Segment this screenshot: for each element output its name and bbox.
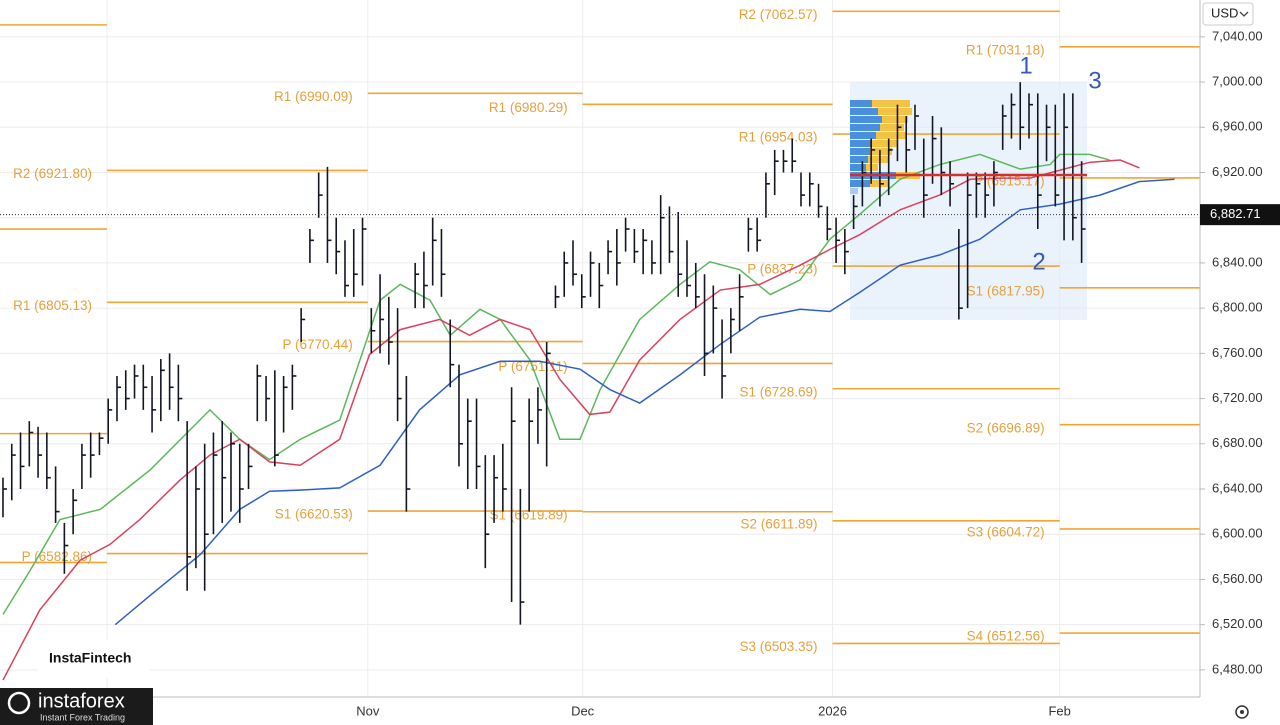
- settings-icon-dot: [1240, 710, 1244, 714]
- brand-name: instaforex: [38, 690, 125, 712]
- pivot-label: S4 (6512.56): [967, 629, 1045, 644]
- annotation: 2: [1032, 248, 1045, 275]
- currency-label: USD: [1211, 5, 1238, 20]
- watermark: InstaFintech: [49, 650, 131, 666]
- plot-area: R2 (6921.80) R1 (6805.13) P (6582.86) R1 (6…: [0, 7, 1200, 681]
- pivot-label: R1 (6954.03): [739, 130, 818, 145]
- y-tick-label: 6,640.00: [1212, 480, 1263, 495]
- pivot-label: S2 (6696.89): [967, 420, 1045, 435]
- pivot-label: P (6915.17): [974, 174, 1044, 189]
- pivot-label: R1 (6980.29): [489, 100, 568, 115]
- x-tick-label: 2026: [818, 703, 847, 718]
- pivot-label: R1 (7031.18): [966, 42, 1045, 57]
- price-bars: [2, 82, 1086, 625]
- y-axis-panel: [1200, 0, 1280, 725]
- y-axis: 6,480.00 6,520.00 6,560.00 6,600.00 6,640.00…: [1200, 28, 1263, 676]
- current-price-box: [1200, 204, 1280, 226]
- settings-icon[interactable]: [1235, 705, 1249, 719]
- x-axis: Nov Dec 2026 Feb: [356, 703, 1071, 718]
- y-tick-label: 6,560.00: [1212, 571, 1263, 586]
- pivot-label: S1 (6619.89): [490, 507, 568, 522]
- annotation: 3: [1088, 67, 1101, 94]
- pivot-label: R2 (6921.80): [13, 166, 92, 181]
- annotation: 1: [1019, 52, 1032, 79]
- pivot-label: S3 (6503.35): [740, 639, 818, 654]
- pivot-label: R1 (6805.13): [13, 298, 92, 313]
- y-tick-label: 7,000.00: [1212, 74, 1263, 89]
- y-tick-label: 7,040.00: [1212, 28, 1263, 43]
- x-tick-label: Dec: [571, 703, 595, 718]
- pivot-label: R2 (7062.57): [739, 7, 818, 22]
- y-tick-label: 6,840.00: [1212, 254, 1263, 269]
- pivot-label: S1 (6817.95): [967, 283, 1045, 298]
- y-tick-label: 6,480.00: [1212, 661, 1263, 676]
- x-tick-label: Feb: [1048, 703, 1070, 718]
- currency-select[interactable]: [1202, 2, 1254, 26]
- brand-logo: [7, 691, 31, 715]
- y-tick-label: 6,960.00: [1212, 119, 1263, 134]
- y-tick-label: 6,680.00: [1212, 435, 1263, 450]
- watermark-box: [38, 640, 150, 678]
- y-tick-label: 6,720.00: [1212, 390, 1263, 405]
- y-tick-label: 6,800.00: [1212, 300, 1263, 315]
- y-tick-label: 6,920.00: [1212, 164, 1263, 179]
- pivot-label: S1 (6620.53): [275, 507, 353, 522]
- pivot-label: S3 (6604.72): [967, 524, 1045, 539]
- y-tick-label: 6,760.00: [1212, 345, 1263, 360]
- pivot-label: R1 (6990.09): [274, 89, 353, 104]
- chevron: [1239, 11, 1249, 17]
- current-price-label: 6,882.71: [1210, 206, 1261, 221]
- pivot-label: S2 (6611.89): [741, 516, 818, 531]
- pivot-label: S1 (6728.69): [740, 384, 818, 399]
- pivot-label: P (6770.44): [282, 337, 352, 352]
- y-tick-label: 6,520.00: [1212, 616, 1263, 631]
- pivot-label: P (6582.86): [22, 549, 92, 564]
- y-tick-label: 6,600.00: [1212, 526, 1263, 541]
- brand-tagline: Instant Forex Trading: [40, 712, 125, 722]
- moving-average: [2, 153, 1110, 615]
- moving-average: [114, 178, 1175, 626]
- x-tick-label: Nov: [356, 703, 380, 718]
